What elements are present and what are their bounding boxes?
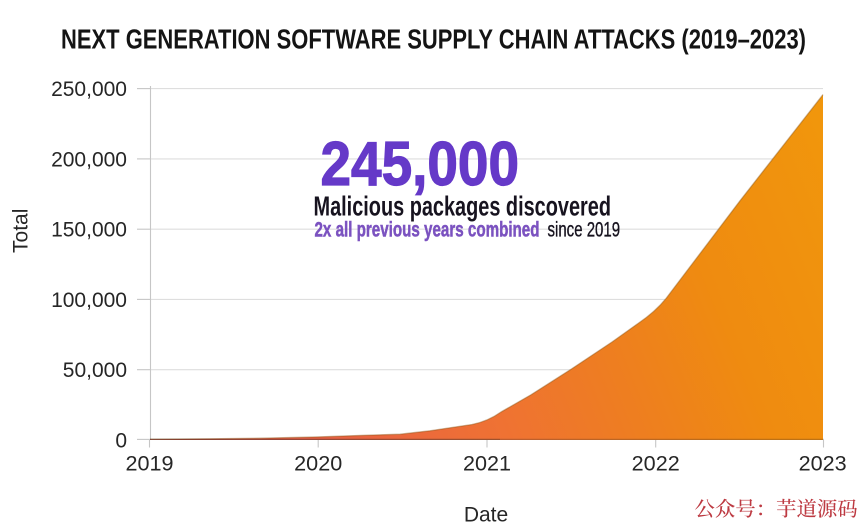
svg-text:150,000: 150,000 [51,219,127,242]
svg-text:2020: 2020 [294,451,342,476]
svg-text:250,000: 250,000 [51,78,127,101]
svg-text:2x all previous years combined: 2x all previous years combined [315,219,540,242]
svg-text:Malicious packages discovered: Malicious packages discovered [314,190,612,221]
svg-text:2022: 2022 [632,451,680,476]
svg-text:200,000: 200,000 [51,148,127,171]
svg-text:0: 0 [115,429,127,452]
svg-text:245,000: 245,000 [321,130,520,199]
svg-text:since 2019: since 2019 [548,219,621,242]
svg-text:2021: 2021 [463,451,511,476]
svg-text:NEXT GENERATION SOFTWARE SUPPL: NEXT GENERATION SOFTWARE SUPPLY CHAIN AT… [61,23,806,54]
svg-text:100,000: 100,000 [51,289,127,312]
svg-text:50,000: 50,000 [63,359,127,382]
svg-text:2019: 2019 [125,451,173,476]
svg-text:2023: 2023 [799,451,847,476]
svg-text:Total: Total [10,209,33,253]
svg-text:Date: Date [464,504,508,527]
